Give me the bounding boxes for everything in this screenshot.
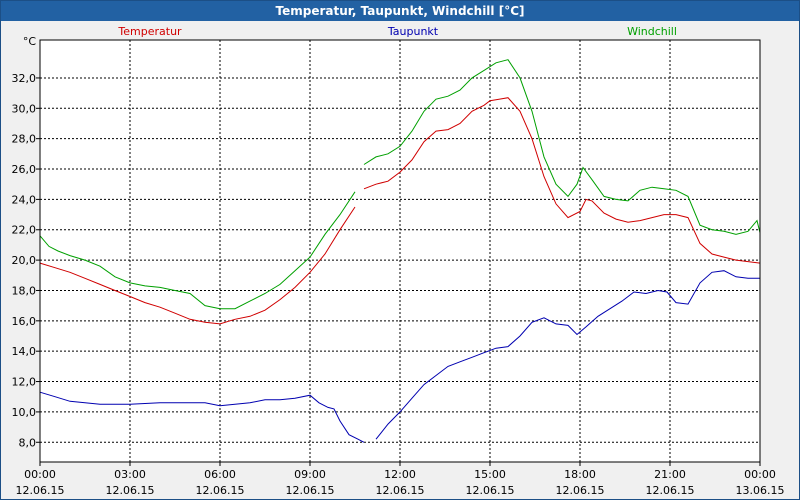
x-tick-label-date: 13.06.15 <box>736 484 785 497</box>
y-axis-unit-label: °C <box>23 35 37 48</box>
legend-label-temperatur: Temperatur <box>117 25 182 38</box>
legend-label-windchill: Windchill <box>627 25 677 38</box>
x-tick-label-date: 12.06.15 <box>466 484 515 497</box>
plot-border <box>39 39 761 463</box>
x-tick-label-date: 12.06.15 <box>196 484 245 497</box>
series-line-temperatur <box>363 97 761 264</box>
y-tick-label: 20,0 <box>12 254 37 267</box>
y-tick-label: 26,0 <box>12 163 37 176</box>
y-tick-label: 22,0 <box>12 224 37 237</box>
x-tick-label-time: 09:00 <box>294 468 326 481</box>
gridlines <box>40 40 760 462</box>
x-tick-label-date: 12.06.15 <box>556 484 605 497</box>
series-line-windchill <box>363 59 761 235</box>
x-tick-label-date: 12.06.15 <box>16 484 65 497</box>
y-tick-label: 32,0 <box>12 72 37 85</box>
legend: Temperatur Taupunkt Windchill <box>117 25 677 38</box>
plot-area <box>40 40 760 462</box>
y-tick-label: 10,0 <box>12 406 37 419</box>
x-tick-label-time: 06:00 <box>204 468 236 481</box>
y-tick-label: 28,0 <box>12 133 37 146</box>
x-tick-label-time: 12:00 <box>384 468 416 481</box>
y-tick-label: 18,0 <box>12 284 37 297</box>
y-tick-label: 30,0 <box>12 102 37 115</box>
series-line-taupunkt <box>375 270 760 440</box>
x-tick-label-time: 03:00 <box>114 468 146 481</box>
series-line-temperatur <box>39 206 356 325</box>
y-tick-label: 24,0 <box>12 193 37 206</box>
x-tick-label-time: 00:00 <box>24 468 56 481</box>
y-tick-label: 12,0 <box>12 376 37 389</box>
x-tick-label-date: 12.06.15 <box>286 484 335 497</box>
series-line-taupunkt <box>39 391 365 443</box>
x-tick-label-date: 12.06.15 <box>376 484 425 497</box>
x-tick-label-time: 18:00 <box>564 468 596 481</box>
x-tick-label-time: 15:00 <box>474 468 506 481</box>
x-tick-label-date: 12.06.15 <box>106 484 155 497</box>
x-tick-label-time: 00:00 <box>744 468 776 481</box>
series-line-windchill <box>39 191 356 310</box>
axes: 8,0 10,0 12,0 14,0 16,0 18,0 20,0 22,0 24,0 26,0 2… <box>12 35 785 497</box>
y-tick-label: 16,0 <box>12 315 37 328</box>
chart-title: Temperatur, Taupunkt, Windchill [°C] <box>1 1 799 21</box>
series-lines <box>39 59 761 443</box>
x-tick-label-time: 21:00 <box>654 468 686 481</box>
y-tick-label: 14,0 <box>12 345 37 358</box>
x-tick-label-date: 12.06.15 <box>646 484 695 497</box>
legend-label-taupunkt: Taupunkt <box>387 25 439 38</box>
y-tick-label: 8,0 <box>19 436 37 449</box>
